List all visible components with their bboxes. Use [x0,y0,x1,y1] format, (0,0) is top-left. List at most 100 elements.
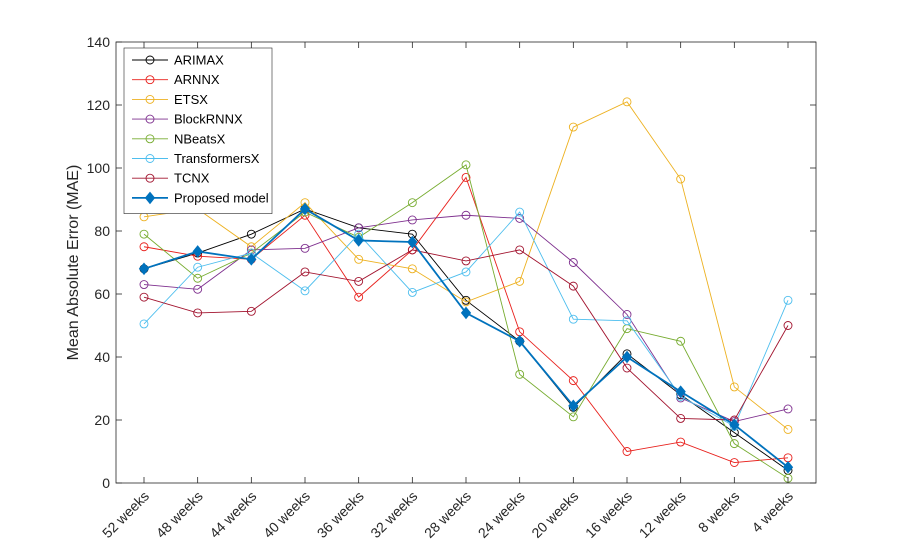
x-tick-label: 52 weeks [99,488,152,541]
series-line [143,207,789,468]
data-point [246,229,256,239]
data-point [568,314,578,324]
data-point [407,287,417,297]
data-point [299,202,311,216]
legend-label: NBeatsX [174,131,226,146]
series-arimax [139,204,793,475]
data-point [622,97,632,107]
data-point [515,245,525,255]
data-point [461,160,471,170]
data-point [461,297,471,307]
series-line [143,208,789,471]
data-point [729,439,739,449]
data-point [139,242,149,252]
legend-swatch-marker [145,55,155,65]
data-point [676,437,686,447]
y-axis-title: Mean Absolute Error (MAE) [65,165,82,361]
data-point [783,321,793,330]
legend-swatch-marker [145,75,155,85]
data-point [461,256,471,266]
y-tick-label: 120 [87,97,111,113]
data-point [407,198,417,208]
data-point [783,404,793,414]
x-tick-label: 28 weeks [421,488,474,541]
y-tick-label: 80 [94,223,110,239]
data-point [729,418,740,432]
series-line [143,211,789,427]
data-point [783,295,793,305]
x-tick-label: 40 weeks [260,488,313,541]
data-point [568,376,578,386]
x-tick-label: 8 weeks [695,488,743,536]
data-point [568,122,578,132]
data-point [515,213,525,223]
data-point [139,319,149,329]
data-point [192,245,203,258]
data-point [622,363,632,373]
data-point [246,253,257,266]
data-point [354,254,364,264]
legend-swatch-marker [145,114,155,124]
data-point [515,276,525,286]
data-point [407,235,418,249]
data-point [300,286,310,296]
data-point [300,243,310,253]
y-tick-label: 40 [94,349,110,365]
x-tick-label: 12 weeks [636,488,689,541]
legend-swatch-marker [145,173,155,183]
data-point [193,262,203,272]
data-point [568,412,578,422]
data-point [568,258,578,267]
data-point [676,413,686,423]
legend-swatch-marker [145,94,155,104]
data-point [138,262,150,276]
data-point [460,306,472,320]
data-point [782,460,794,474]
x-tick-label: 36 weeks [314,488,367,541]
x-tick-label: 16 weeks [582,488,635,541]
data-point [622,316,632,326]
y-tick-label: 60 [94,286,110,302]
legend-box [123,47,273,214]
y-tick-label: 0 [102,475,110,491]
data-point [461,267,471,277]
data-point [461,172,471,182]
data-point [515,369,525,379]
data-point [193,284,203,294]
legend-label: ARNNX [174,72,220,87]
data-point [568,281,578,291]
legend-swatch-marker [145,134,155,144]
data-point [676,174,686,184]
data-point [193,273,203,283]
data-point [622,310,632,319]
data-point [461,210,471,220]
data-point [621,350,633,364]
y-tick-label: 20 [94,412,110,428]
data-point [354,292,364,302]
legend-label: BlockRNNX [174,112,243,127]
x-tick-label: 48 weeks [153,488,206,541]
legend-label: TransformersX [174,151,260,166]
x-tick-label: 32 weeks [367,488,420,541]
legend-label: ETSX [174,92,208,107]
data-point [354,276,364,286]
legend-swatch-marker [144,191,156,205]
series-line [143,214,789,423]
series-proposed-model [138,202,794,474]
data-point [300,267,310,277]
data-point [622,447,632,456]
data-point [729,458,739,467]
x-tick-label: 24 weeks [475,488,528,541]
y-tick-label: 140 [87,34,111,50]
data-point [675,385,686,398]
data-point [568,399,579,413]
data-point [139,292,149,302]
legend-label: ARIMAX [174,53,224,68]
x-tick-label: 20 weeks [528,488,581,541]
data-point [139,229,149,239]
data-point [407,264,417,274]
data-point [783,425,793,434]
data-point [407,215,417,225]
data-point [514,334,525,348]
